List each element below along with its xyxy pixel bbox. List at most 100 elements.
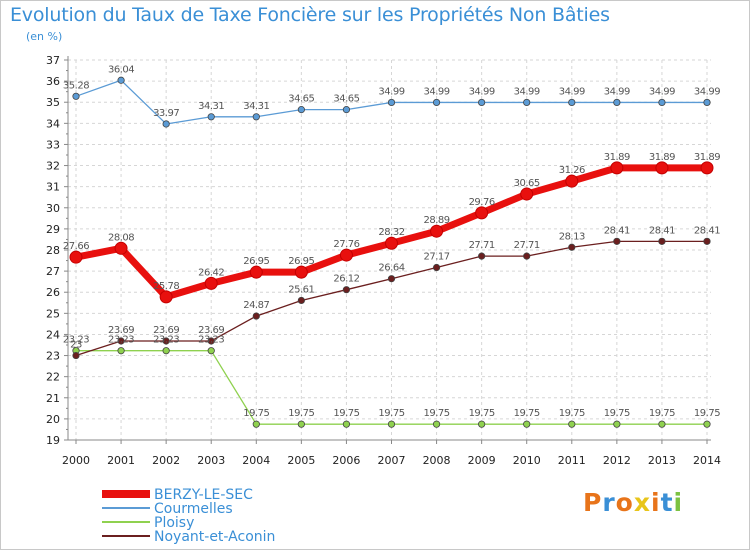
x-tick-label: 2014 — [693, 454, 721, 467]
data-point — [568, 243, 576, 251]
data-label: 26.95 — [288, 256, 314, 267]
data-label: 33.97 — [153, 108, 179, 119]
data-point — [385, 236, 398, 250]
chart-title: Evolution du Taux de Taxe Foncière sur l… — [10, 4, 610, 26]
logo-letter: o — [615, 488, 634, 517]
data-point — [204, 276, 218, 290]
data-label: 34.65 — [288, 94, 314, 105]
logo-letter: t — [660, 488, 674, 517]
data-point — [387, 275, 396, 283]
data-point — [162, 347, 170, 355]
data-point — [658, 420, 666, 428]
data-label: 34.99 — [378, 86, 404, 97]
data-label: 26.64 — [378, 263, 404, 274]
data-label: 19.75 — [424, 408, 450, 419]
data-point — [523, 420, 531, 428]
data-label: 24.87 — [243, 300, 269, 311]
data-point — [207, 347, 215, 355]
data-label: 27.71 — [514, 240, 540, 251]
legend-label: Noyant-et-Aconin — [154, 529, 275, 545]
data-point — [703, 420, 711, 428]
data-label: 29.76 — [469, 197, 495, 208]
data-label: 28.89 — [424, 215, 450, 226]
data-point — [430, 224, 444, 238]
data-label: 34.99 — [424, 86, 450, 97]
data-point — [159, 290, 173, 304]
data-label: 34.65 — [333, 94, 359, 105]
data-label: 23.69 — [108, 325, 134, 336]
logo-letter: r — [602, 488, 616, 517]
data-point — [478, 420, 486, 428]
data-point — [72, 92, 80, 100]
y-tick-label: 19 — [46, 434, 60, 447]
data-point — [297, 420, 305, 428]
data-label: 25.61 — [288, 284, 314, 295]
y-tick-label: 21 — [46, 392, 60, 405]
data-point — [613, 98, 621, 107]
data-point — [69, 250, 83, 264]
x-tick-label: 2012 — [603, 454, 631, 467]
data-label: 23 — [70, 340, 82, 351]
data-label: 31.26 — [559, 165, 585, 176]
data-label: 36.04 — [108, 64, 134, 75]
data-label: 19.75 — [333, 408, 359, 419]
logo-letter: i — [651, 488, 661, 517]
y-tick-label: 31 — [46, 181, 60, 194]
data-label: 27.71 — [469, 240, 495, 251]
data-label: 23.23 — [153, 335, 179, 346]
data-label: 23.69 — [153, 325, 179, 336]
data-label: 31.89 — [649, 152, 675, 163]
y-tick-label: 32 — [46, 160, 60, 173]
data-labels: 27.66 28.08 25.78 26.42 26.95 26.95 27.76 28.32… — [63, 64, 721, 419]
legend: BERZY-LE-SECCourmellesPloisyNoyant-et-Ac… — [102, 487, 275, 545]
data-point — [252, 312, 260, 320]
data-label: 28.41 — [649, 225, 675, 236]
data-point — [478, 252, 486, 260]
data-point — [294, 265, 308, 279]
data-point — [117, 76, 125, 84]
y-tick-label: 28 — [46, 244, 60, 257]
y-tick-label: 25 — [46, 307, 60, 320]
data-label: 34.99 — [469, 86, 495, 97]
data-point — [475, 206, 489, 220]
data-point — [703, 237, 711, 245]
data-point — [565, 174, 579, 188]
data-label: 19.75 — [649, 408, 675, 419]
data-point — [387, 420, 396, 428]
data-point — [252, 420, 260, 428]
data-point — [342, 286, 351, 294]
data-label: 34.31 — [243, 101, 269, 112]
x-tick-label: 2007 — [378, 454, 406, 467]
y-tick-label: 33 — [46, 138, 60, 151]
data-label: 34.99 — [514, 86, 540, 97]
data-label: 34.99 — [694, 86, 720, 97]
y-tick-label: 22 — [46, 371, 60, 384]
y-tick-label: 26 — [46, 286, 60, 299]
data-label: 35.28 — [63, 80, 89, 91]
data-point — [207, 337, 215, 345]
data-point — [568, 98, 576, 107]
data-point — [162, 337, 170, 345]
data-point — [432, 263, 441, 272]
legend-label: Courmelles — [154, 501, 233, 517]
data-point — [613, 237, 621, 245]
x-tick-label: 2001 — [107, 454, 135, 467]
logo-letter: P — [583, 488, 603, 517]
x-tick-label: 2003 — [197, 454, 225, 467]
data-label: 19.75 — [243, 408, 269, 419]
data-point — [568, 420, 576, 428]
data-label: 23.23 — [108, 335, 134, 346]
data-label: 31.89 — [694, 152, 720, 163]
data-point — [523, 98, 531, 107]
series-lines — [69, 76, 714, 428]
data-label: 28.08 — [108, 232, 134, 243]
y-tick-label: 34 — [46, 117, 60, 130]
data-point — [249, 265, 263, 279]
x-tick-label: 2000 — [62, 454, 90, 467]
y-tick-label: 30 — [46, 202, 60, 215]
data-label: 28.41 — [604, 225, 630, 236]
x-tick-label: 2013 — [648, 454, 676, 467]
data-point — [432, 98, 441, 107]
data-point — [432, 420, 441, 428]
